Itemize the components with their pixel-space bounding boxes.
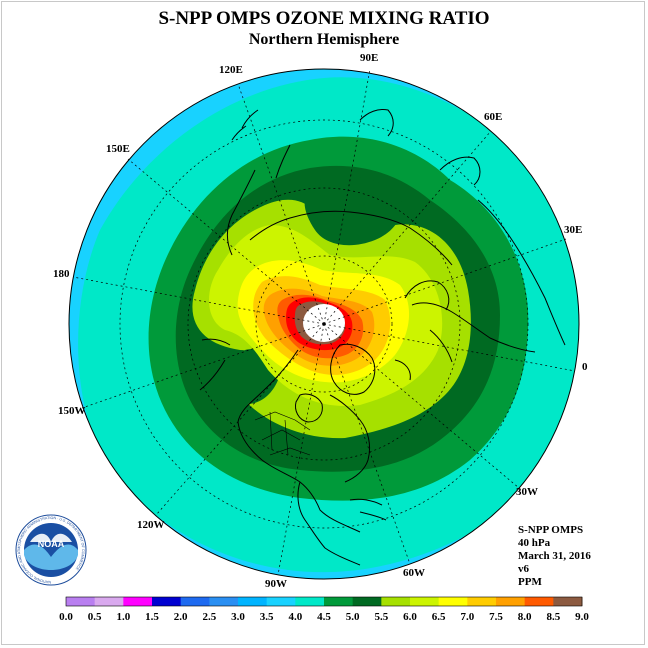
colorbar-tick-label: 0.5: [88, 611, 102, 623]
graticule: [72, 68, 576, 576]
colorbar-swatch: [381, 597, 411, 606]
colorbar-tick-label: 0.0: [59, 611, 73, 623]
colorbar-tick-label: 2.0: [174, 611, 188, 623]
colorbar-swatch: [496, 597, 526, 606]
colorbar-tick-label: 7.0: [460, 611, 474, 623]
map-boundary: [68, 68, 580, 580]
coast-hudson-bay: [295, 393, 323, 423]
coast-central-america: [297, 481, 361, 566]
colorbar-tick-label: 3.5: [260, 611, 274, 623]
colorbar-swatch: [238, 597, 268, 606]
info-level: 40 hPa: [518, 537, 551, 549]
colorbar-tick-label: 2.5: [202, 611, 216, 623]
colorbar-tick-label: 5.0: [346, 611, 360, 623]
colorbar-tick-label: 4.0: [288, 611, 302, 623]
coast-scandinavia: [404, 280, 450, 311]
meridian-120w: [155, 323, 325, 516]
info-block: S-NPP OMPS 40 hPa March 31, 2016 v6 PPM: [518, 524, 591, 589]
colorbar-swatch: [123, 597, 153, 606]
lon-label-90e: 90E: [360, 52, 378, 64]
colorbar-swatch: [266, 597, 296, 606]
lon-label-0: 0: [582, 361, 588, 373]
info-version: v6: [518, 563, 529, 575]
colorbar-tick-label: 6.0: [403, 611, 417, 623]
longitude-labels: 90E 60E 30E 0 30W 60W 90W 120W 150W 180 …: [53, 52, 588, 590]
colorbar-swatch: [438, 597, 468, 606]
coast-asia-north: [249, 210, 453, 266]
colorbar-swatch: [324, 597, 354, 606]
colorbar-border: [65, 596, 583, 607]
lon-label-150w: 150W: [58, 405, 86, 417]
colorbar-swatch: [94, 597, 124, 606]
colorbar-tick-label: 1.0: [116, 611, 130, 623]
coast-greenland: [330, 343, 376, 395]
lon-label-120e: 120E: [219, 64, 243, 76]
info-units: PPM: [518, 576, 542, 588]
lat-circle-50: [187, 187, 461, 461]
noaa-logo: NOAA NATIONAL OCEANIC AND ATMOSPHERIC AD…: [15, 514, 87, 586]
colorbar-swatch: [66, 597, 96, 606]
colorbar-tick-label: 1.5: [145, 611, 159, 623]
ozone-field: [69, 69, 579, 579]
colorbar-swatch: [524, 597, 554, 606]
lon-label-180: 180: [53, 268, 70, 280]
lon-label-90w: 90W: [265, 578, 287, 590]
colorbar-swatch: [152, 597, 182, 606]
colorbar-swatch: [352, 597, 382, 606]
colorbar-tick-label: 3.0: [231, 611, 245, 623]
state-boundaries: [254, 411, 311, 456]
colorbar-tick-label: 8.5: [546, 611, 560, 623]
info-date: March 31, 2016: [518, 550, 591, 562]
colorbar-tick-label: 6.5: [432, 611, 446, 623]
colorbar: 0.0 0.5 1.0 1.5 2.0 2.5 3.0 3.5 4.0 4.5 5.0 5.5 6.0 6…: [59, 596, 589, 623]
lon-label-60w: 60W: [403, 567, 425, 579]
colorbar-swatch: [180, 597, 210, 606]
colorbar-swatch: [553, 597, 583, 606]
meridian-90e: [323, 68, 371, 325]
coast-africa: [477, 199, 566, 346]
lon-label-60e: 60E: [484, 111, 502, 123]
coast-europe: [394, 302, 536, 381]
colorbar-tick-label: 4.5: [317, 611, 331, 623]
coast-north-america: [237, 349, 371, 533]
colorbar-tick-label: 9.0: [575, 611, 589, 623]
lon-label-30e: 30E: [564, 224, 582, 236]
colorbar-tick-label: 5.5: [374, 611, 388, 623]
coast-japan: [231, 109, 259, 141]
colorbar-swatch: [295, 597, 325, 606]
colorbar-tick-label: 8.0: [518, 611, 532, 623]
map-title: S-NPP OMPS OZONE MIXING RATIO: [158, 8, 490, 29]
lon-label-150e: 150E: [106, 143, 130, 155]
noaa-logo-text: NOAA: [38, 539, 65, 549]
info-instrument: S-NPP OMPS: [518, 524, 584, 536]
lat-circle-70: [255, 255, 393, 393]
colorbar-swatch: [410, 597, 440, 606]
coast-alaska: [199, 338, 231, 391]
lat-circle-30: [119, 119, 529, 529]
lobe-siberia: [304, 175, 403, 246]
colorbar-swatch: [467, 597, 497, 606]
lon-label-120w: 120W: [137, 519, 165, 531]
colorbar-tick-label: 7.5: [489, 611, 503, 623]
coast-caribbean: [349, 498, 387, 521]
lon-label-30w: 30W: [516, 486, 538, 498]
colorbar-swatch: [209, 597, 239, 606]
map-subtitle: Northern Hemisphere: [248, 31, 400, 48]
coast-india: [359, 109, 394, 137]
